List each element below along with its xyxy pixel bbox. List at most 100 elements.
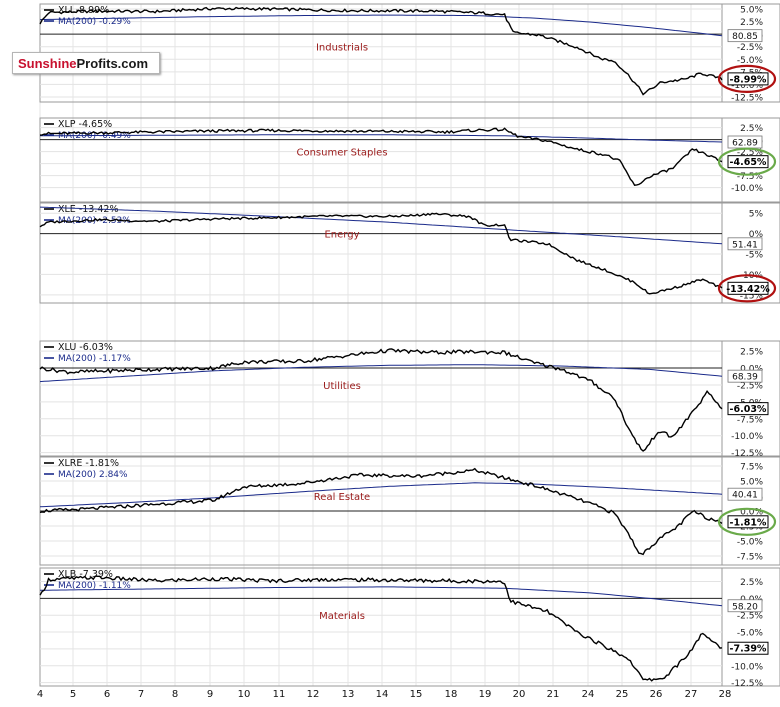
y-tick-label: 5.0% xyxy=(740,478,763,488)
y-tick-label: -2.5% xyxy=(737,148,764,158)
y-tick-label: 2.5% xyxy=(740,124,763,134)
x-tick-label: 13 xyxy=(342,689,355,700)
price-series-line xyxy=(39,212,723,295)
last-value-label: -4.65% xyxy=(730,157,767,168)
highlight-oval xyxy=(717,507,777,536)
y-tick-label: -10.0% xyxy=(731,81,763,91)
y-tick-label: -10.0% xyxy=(731,662,763,672)
y-tick-label: -2.5% xyxy=(737,43,764,53)
sector-label: Materials xyxy=(319,611,365,622)
last-value-box xyxy=(727,515,769,529)
watermark-logo: SunshineProfits.com xyxy=(12,52,160,74)
legend-ma-label: MA(200) 2.84% xyxy=(58,470,128,480)
last-value-label: -13.42% xyxy=(726,284,770,295)
x-tick-label: 7 xyxy=(138,689,144,700)
price-series-line xyxy=(39,6,723,96)
last-value-label: -6.03% xyxy=(730,404,767,415)
ma-value-box xyxy=(727,369,763,383)
y-tick-label: -5.0% xyxy=(737,538,764,548)
sector-label: Industrials xyxy=(316,43,368,54)
ma-value-label: 68.39 xyxy=(732,373,758,383)
last-value-box xyxy=(727,72,769,86)
x-tick-label: 25 xyxy=(616,689,629,700)
ma-series-line xyxy=(39,134,723,143)
last-value-box xyxy=(727,402,769,416)
y-tick-label: -10.0% xyxy=(731,432,763,442)
ma-value-box xyxy=(727,599,763,613)
price-series-line xyxy=(39,127,723,186)
panel-xle: 5%0%-5%-10%-15%XLE -13.42%MA(200) -2.53%… xyxy=(39,202,780,304)
y-tick-label: 7.5% xyxy=(740,463,763,473)
price-series-line xyxy=(39,467,723,556)
highlight-oval xyxy=(717,274,777,303)
x-tick-label: 28 xyxy=(719,689,732,700)
y-tick-label: -12.5% xyxy=(731,679,763,689)
x-tick-label: 24 xyxy=(582,689,595,700)
y-tick-label: -7.5% xyxy=(737,172,764,182)
last-value-label: -1.81% xyxy=(730,517,767,528)
panel-frame xyxy=(39,117,780,203)
last-value-box xyxy=(727,641,769,655)
y-tick-label: -2.5% xyxy=(737,612,764,622)
legend-price-label: XLB -7.39% xyxy=(58,569,113,580)
ma-series-line xyxy=(39,206,723,245)
ma-value-box xyxy=(727,237,763,251)
y-tick-label: -12.5% xyxy=(731,449,763,459)
y-tick-label: -12.5% xyxy=(731,93,763,103)
x-tick-label: 6 xyxy=(104,689,110,700)
ma-value-label: 40.41 xyxy=(732,491,758,501)
y-tick-label: -15% xyxy=(740,291,764,301)
legend-ma-label: MA(200) -1.17% xyxy=(58,354,131,364)
y-tick-label: 5% xyxy=(749,210,764,220)
sector-label: Consumer Staples xyxy=(296,148,387,159)
highlight-oval xyxy=(717,64,777,93)
x-tick-label: 4 xyxy=(37,689,43,700)
last-value-box xyxy=(727,155,769,169)
panel-frame xyxy=(39,340,780,457)
x-tick-label: 5 xyxy=(70,689,76,700)
panel-xlb: 2.5%0.0%-2.5%-5.0%-7.5%-10.0%-12.5%XLB -… xyxy=(39,567,780,689)
y-tick-label: -5% xyxy=(745,251,763,261)
y-tick-label: -10.0% xyxy=(731,184,763,194)
x-tick-label: 14 xyxy=(376,689,389,700)
ma-series-line xyxy=(39,14,723,37)
price-series-line xyxy=(39,575,723,682)
y-tick-label: -5.0% xyxy=(737,629,764,639)
x-tick-label: 15 xyxy=(410,689,423,700)
x-tick-label: 10 xyxy=(238,689,251,700)
legend-price-label: XLRE -1.81% xyxy=(58,458,119,469)
y-tick-label: -7.5% xyxy=(737,553,764,563)
panel-xlu: 2.5%0.0%-2.5%-5.0%-7.5%-10.0%-12.5%XLU -… xyxy=(39,340,780,459)
y-tick-label: 5.0% xyxy=(740,6,763,16)
legend-ma-label: MA(200) -1.11% xyxy=(58,581,131,591)
x-tick-label: 26 xyxy=(650,689,663,700)
sector-label: Real Estate xyxy=(314,492,370,503)
x-tick-label: 12 xyxy=(307,689,320,700)
x-tick-label: 19 xyxy=(479,689,492,700)
ma-value-label: 62.89 xyxy=(732,139,758,149)
x-tick-label: 27 xyxy=(685,689,698,700)
last-value-label: -7.39% xyxy=(730,644,767,655)
y-tick-label: 0% xyxy=(749,230,764,240)
highlight-oval xyxy=(717,147,777,176)
price-series-line xyxy=(39,348,723,452)
legend-price-label: XLU -6.03% xyxy=(58,342,113,353)
y-tick-label: -5.0% xyxy=(737,56,764,66)
ma-value-label: 80.85 xyxy=(732,32,758,42)
x-tick-label: 21 xyxy=(547,689,560,700)
y-tick-label: 2.5% xyxy=(740,348,763,358)
x-tick-label: 11 xyxy=(273,689,286,700)
legend-ma-label: MA(200) -0.29% xyxy=(58,17,131,27)
y-tick-label: 2.5% xyxy=(740,578,763,588)
last-value-label: -8.99% xyxy=(730,74,767,85)
watermark-part2: Profits.com xyxy=(76,56,149,71)
ma-value-box xyxy=(727,29,763,43)
sector-label: Energy xyxy=(324,230,359,241)
ma-value-label: 51.41 xyxy=(732,240,758,250)
panel-xlre: 7.5%5.0%2.5%0.0%-2.5%-5.0%-7.5%XLRE -1.8… xyxy=(39,456,780,566)
y-tick-label: -7.5% xyxy=(737,415,764,425)
y-tick-label: 0.0% xyxy=(740,365,763,375)
ma-series-line xyxy=(39,364,723,383)
panel-frame xyxy=(39,202,780,304)
panel-xlp: 2.5%0.0%-2.5%-5.0%-7.5%-10.0%XLP -4.65%M… xyxy=(39,117,780,203)
